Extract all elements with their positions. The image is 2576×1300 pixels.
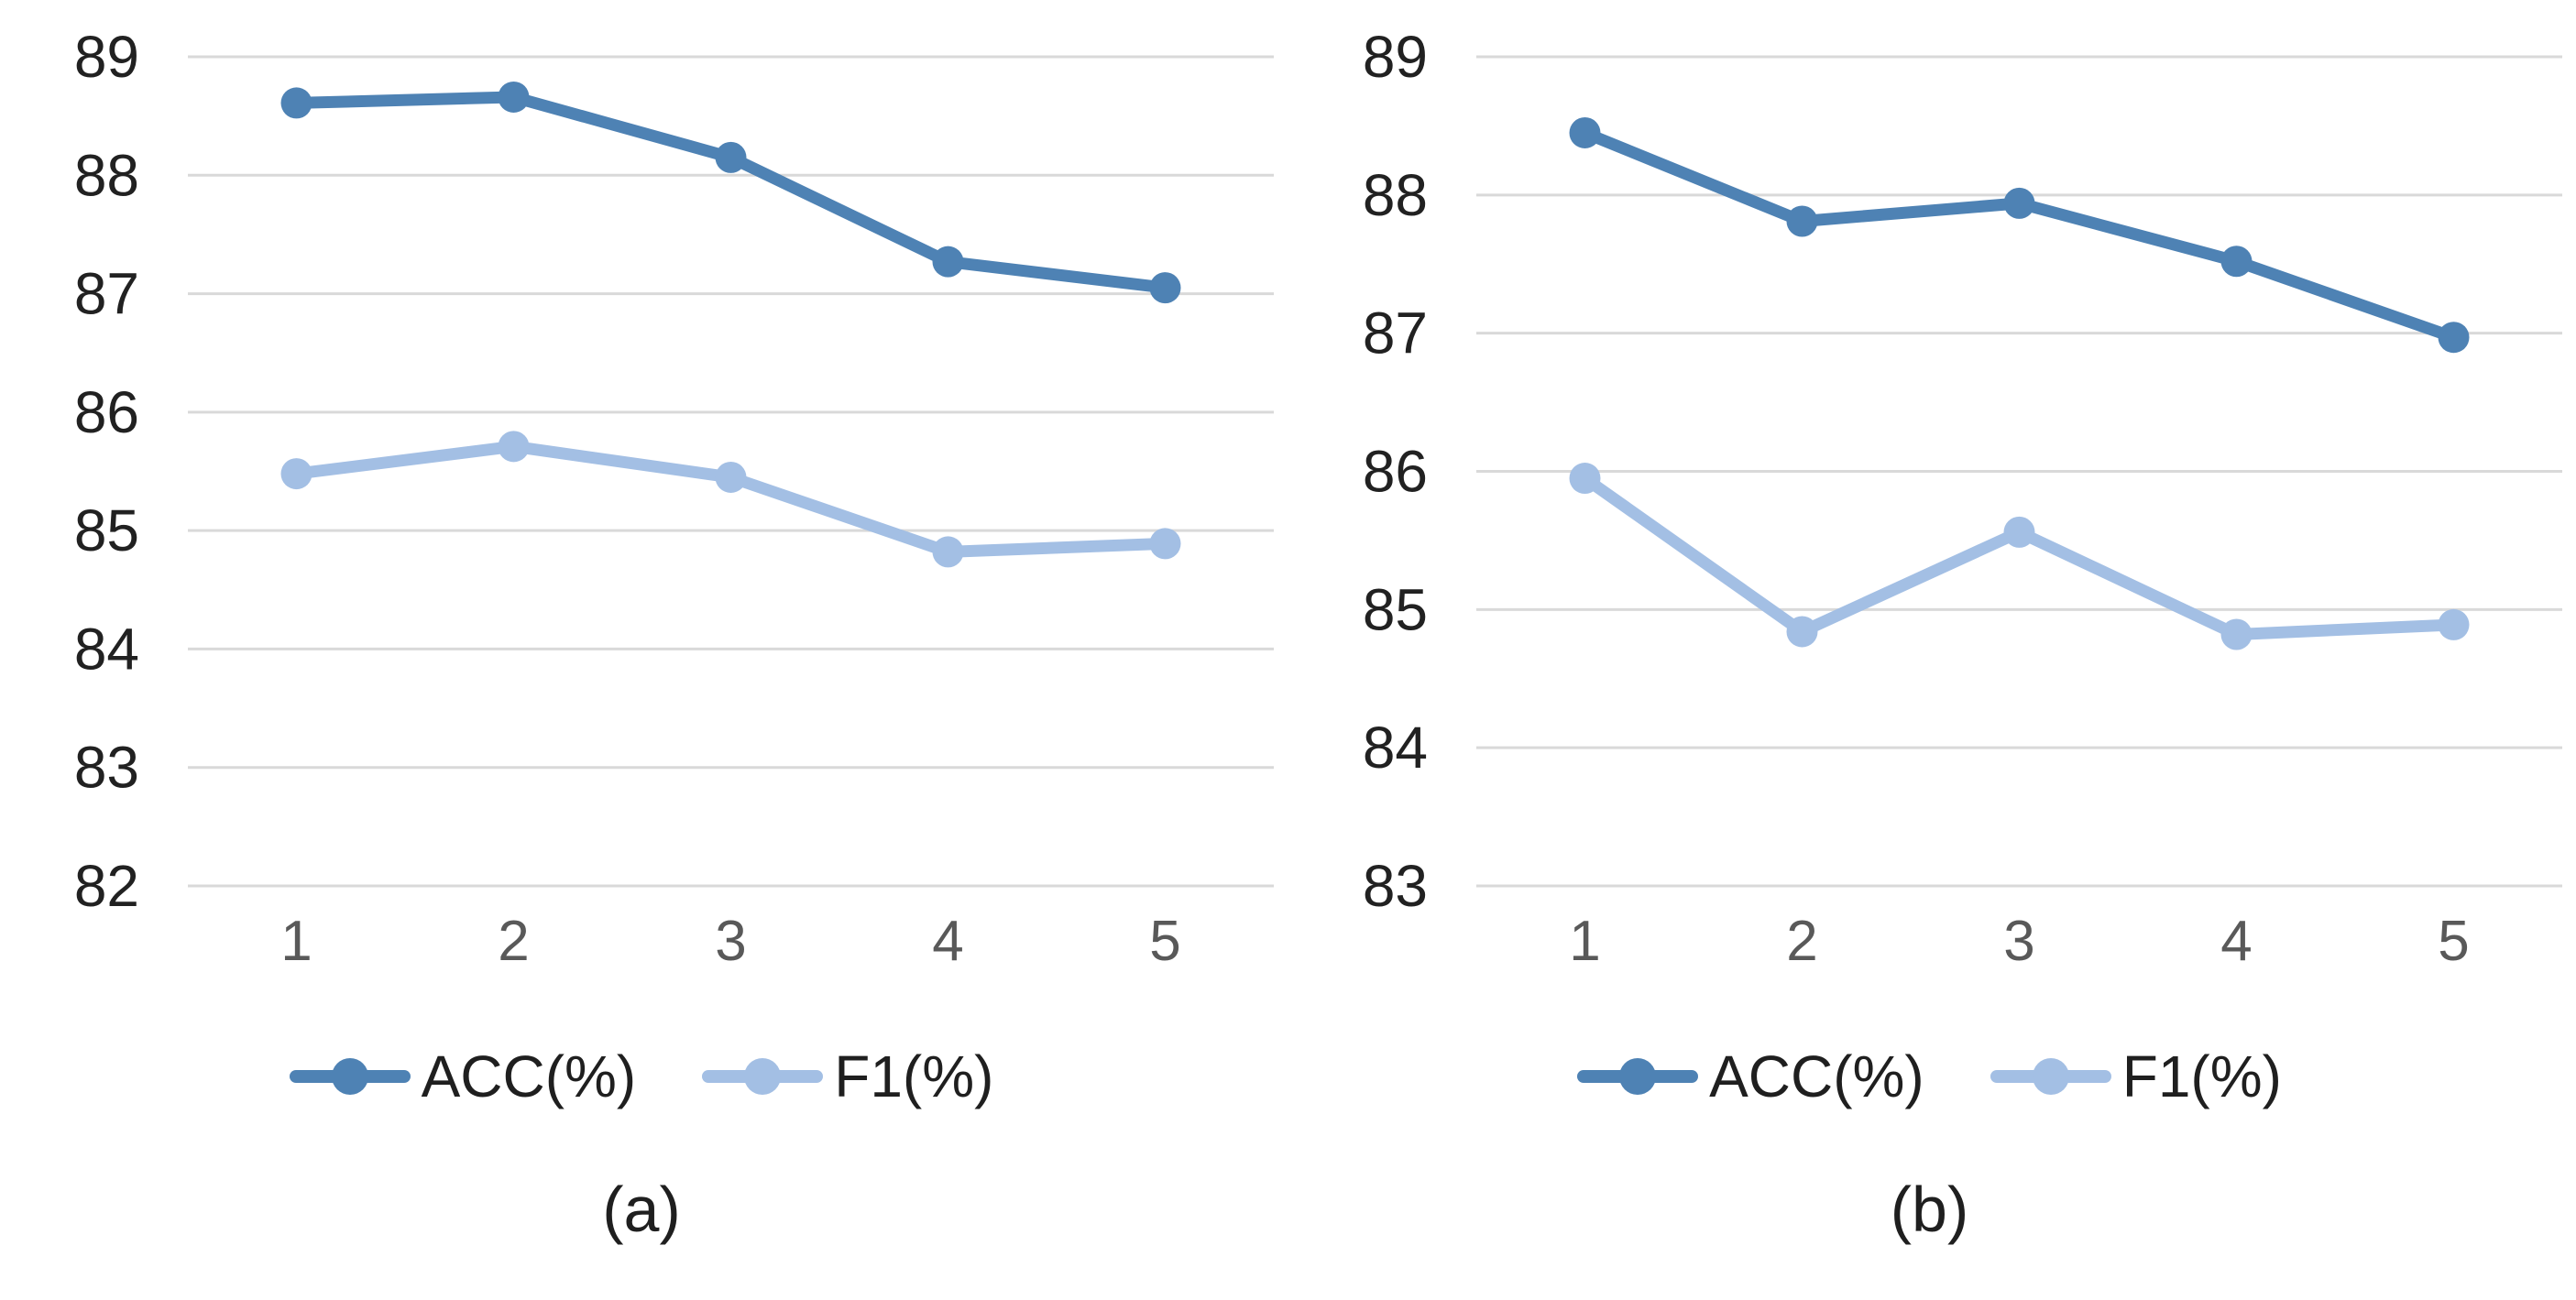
data-point-F1(%)-x1 <box>1569 463 1600 495</box>
x-axis-label-5: 5 <box>1149 910 1180 973</box>
f1-dot-icon <box>744 1058 782 1095</box>
data-point-F1(%)-x5 <box>1149 528 1181 560</box>
data-point-ACC(%)-x2 <box>498 81 530 113</box>
caption-a: (a) <box>602 1174 681 1245</box>
legend-label-acc: ACC(%) <box>1709 1043 1924 1109</box>
chart-b-legend: ACC(%) F1(%) <box>1577 1043 2282 1110</box>
series-line-ACC(%) <box>290 91 1171 294</box>
panel-b: 89 88 87 86 85 84 83 1 2 3 4 5 ACC(%) F1(%) (b) <box>1283 0 2576 1300</box>
data-point-ACC(%)-x5 <box>2438 322 2469 354</box>
y-axis-label-87: 87 <box>74 261 139 327</box>
y-axis-label-83: 83 <box>1362 853 1427 919</box>
data-point-ACC(%)-x1 <box>1569 116 1600 148</box>
y-axis-label-82: 82 <box>74 853 139 919</box>
data-point-F1(%)-x2 <box>498 431 530 463</box>
x-axis-label-5: 5 <box>2438 910 2469 973</box>
x-axis-label-4: 4 <box>932 910 963 973</box>
series-line-ACC(%) <box>1578 126 2460 344</box>
data-point-ACC(%)-x3 <box>2003 187 2034 219</box>
x-axis-label-1: 1 <box>280 910 312 973</box>
data-point-ACC(%)-x1 <box>280 87 312 119</box>
legend-label-acc: ACC(%) <box>421 1043 637 1109</box>
y-axis-label-85: 85 <box>1362 576 1427 642</box>
y-axis-label-84: 84 <box>74 616 139 682</box>
y-axis-label-86: 86 <box>74 379 139 445</box>
acc-dot-icon <box>1619 1058 1657 1095</box>
y-axis-label-87: 87 <box>1362 300 1427 366</box>
y-axis-label-89: 89 <box>1362 24 1427 90</box>
chart-a-plot: 89 88 87 86 85 84 83 82 1 2 3 4 5 <box>74 24 1274 973</box>
legend-item-f1: F1(%) <box>1990 1043 2282 1110</box>
caption-b: (b) <box>1890 1174 1969 1245</box>
data-point-ACC(%)-x5 <box>1149 272 1181 304</box>
y-axis-label-88: 88 <box>74 142 139 208</box>
y-axis-label-85: 85 <box>74 497 139 563</box>
data-point-F1(%)-x2 <box>1786 616 1817 648</box>
legend-label-f1: F1(%) <box>2121 1043 2282 1109</box>
acc-line-marker-icon <box>1577 1058 1699 1095</box>
data-point-F1(%)-x1 <box>280 458 312 490</box>
acc-line-marker-icon <box>289 1058 411 1095</box>
data-point-F1(%)-x3 <box>715 461 747 493</box>
y-axis-label-89: 89 <box>74 24 139 90</box>
panel-a: 89 88 87 86 85 84 83 82 1 2 3 4 5 ACC(%) F1(%) (a) <box>0 0 1283 1300</box>
data-point-F1(%)-x4 <box>2220 618 2252 650</box>
x-axis-label-1: 1 <box>1569 910 1600 973</box>
y-axis-label-84: 84 <box>1362 715 1427 781</box>
f1-line-marker-icon <box>702 1058 824 1095</box>
chart-b-plot: 89 88 87 86 85 84 83 1 2 3 4 5 <box>1362 24 2562 973</box>
f1-dot-icon <box>2032 1058 2069 1095</box>
y-axis-label-88: 88 <box>1362 162 1427 228</box>
data-point-F1(%)-x3 <box>2003 516 2034 548</box>
legend-label-f1: F1(%) <box>834 1043 994 1109</box>
y-axis-label-86: 86 <box>1362 439 1427 505</box>
x-axis-label-2: 2 <box>498 910 529 973</box>
x-axis-label-3: 3 <box>2003 910 2034 973</box>
x-axis-label-3: 3 <box>715 910 746 973</box>
legend-item-acc: ACC(%) <box>1577 1043 1924 1110</box>
x-axis-label-4: 4 <box>2220 910 2252 973</box>
legend-item-f1: F1(%) <box>702 1043 993 1110</box>
data-point-ACC(%)-x4 <box>2220 246 2252 278</box>
acc-dot-icon <box>331 1058 368 1095</box>
data-point-ACC(%)-x2 <box>1786 205 1817 237</box>
data-point-F1(%)-x5 <box>2438 608 2469 640</box>
legend-item-acc: ACC(%) <box>289 1043 637 1110</box>
y-axis-label-83: 83 <box>74 735 139 801</box>
x-axis-label-2: 2 <box>1786 910 1817 973</box>
series-line-F1(%) <box>1578 472 2460 640</box>
data-point-F1(%)-x4 <box>932 536 964 568</box>
data-point-ACC(%)-x3 <box>715 141 747 173</box>
data-point-ACC(%)-x4 <box>932 246 964 278</box>
chart-a-legend: ACC(%) F1(%) <box>289 1043 993 1110</box>
f1-line-marker-icon <box>1990 1058 2111 1095</box>
